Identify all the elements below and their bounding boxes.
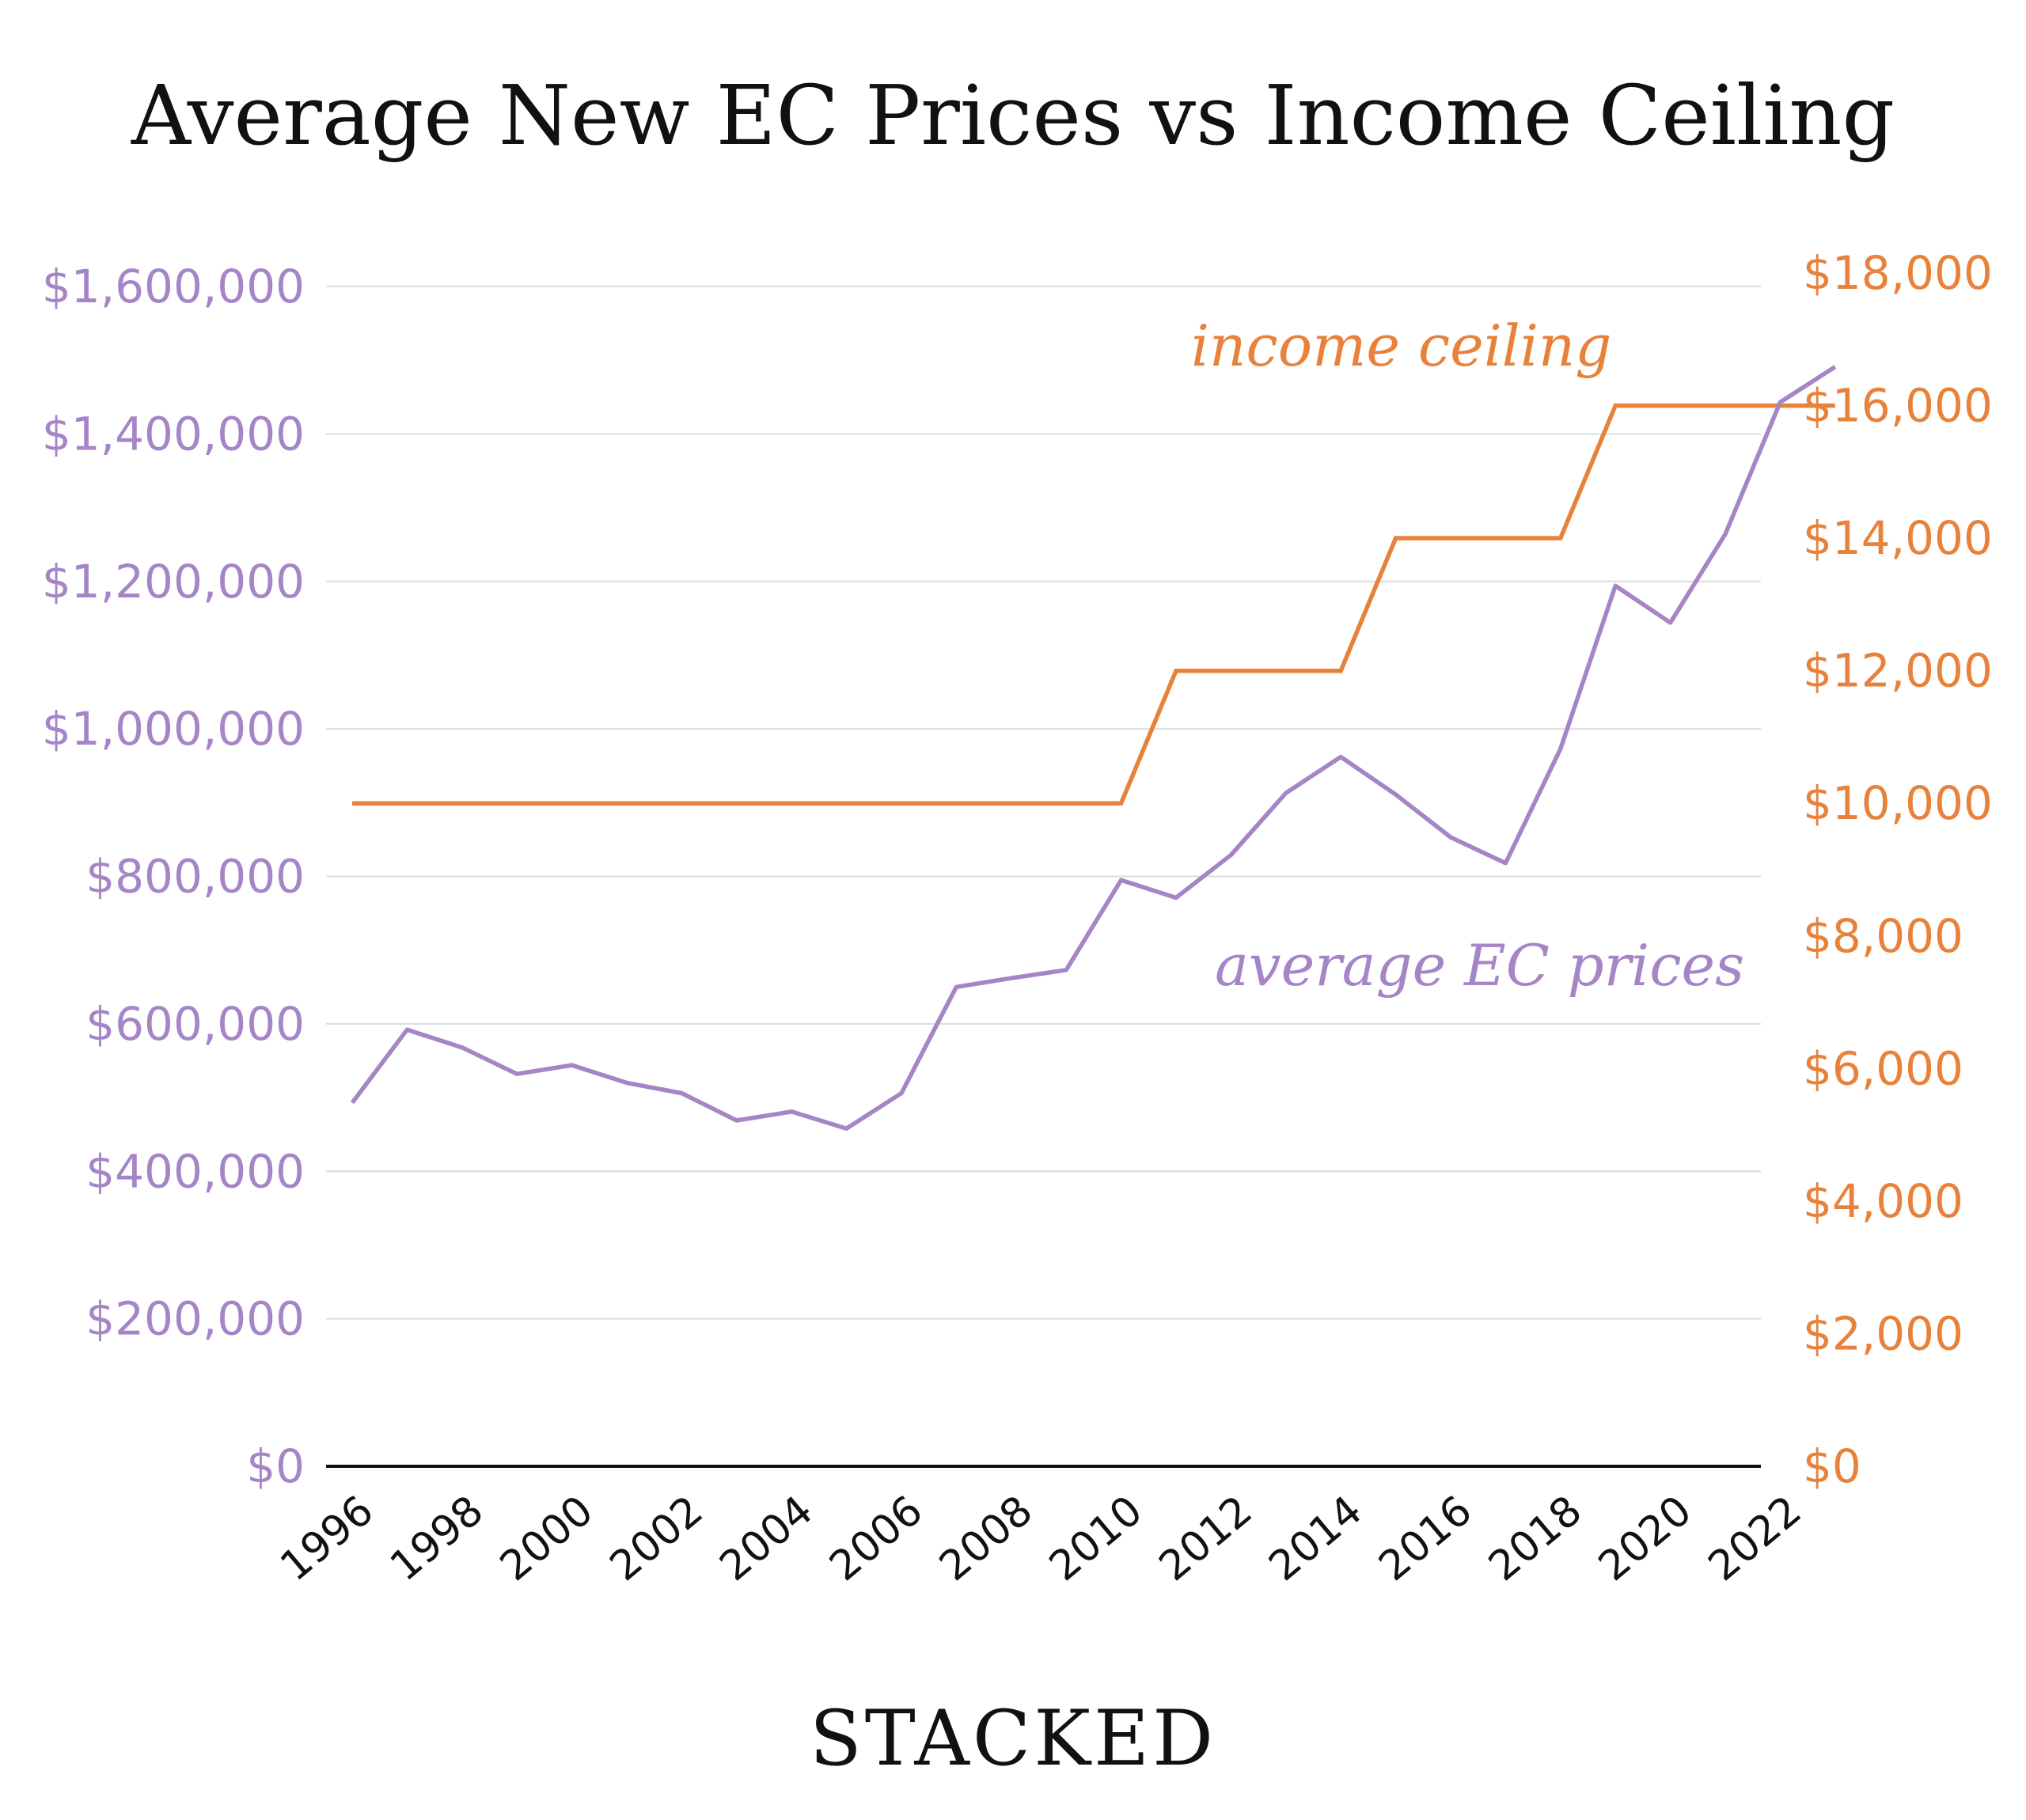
series-average-ec-prices-line [350, 365, 1837, 1131]
left-tick-label: $1,000,000 [42, 702, 305, 756]
chart-title: Average New EC Prices vs Income Ceiling [131, 67, 1895, 164]
x-tick-label: 2004 [711, 1487, 822, 1591]
left-tick-label: $400,000 [85, 1144, 305, 1198]
x-tick-label: 2016 [1370, 1487, 1481, 1591]
left-tick-label: $200,000 [85, 1292, 305, 1346]
x-tick-label: 2000 [491, 1487, 602, 1591]
left-axis-ticks: $0 $200,000 $400,000 $600,000 $800,000 $1,000… [42, 260, 305, 1493]
right-tick-label: $6,000 [1803, 1041, 1963, 1095]
brand-footer: STACKED [810, 1694, 1216, 1783]
x-tick-label: 2002 [601, 1487, 712, 1591]
x-tick-label: 2012 [1151, 1487, 1262, 1591]
right-tick-label: $0 [1803, 1439, 1861, 1493]
left-tick-label: $800,000 [85, 850, 305, 904]
right-tick-label: $4,000 [1803, 1174, 1963, 1228]
x-tick-label: 2008 [931, 1487, 1041, 1591]
x-tick-label: 2010 [1041, 1487, 1151, 1591]
x-tick-label: 2022 [1700, 1487, 1811, 1591]
right-tick-label: $2,000 [1803, 1306, 1963, 1360]
left-tick-label: $1,400,000 [42, 407, 305, 461]
left-tick-label: $1,600,000 [42, 260, 305, 313]
x-tick-label: 1998 [381, 1487, 492, 1591]
right-axis-ticks: $0 $2,000 $4,000 $6,000 $8,000 $10,000 $12,000… [1803, 246, 1993, 1493]
series-income-ceiling-line [352, 403, 1835, 806]
x-tick-label: 2014 [1261, 1487, 1372, 1591]
left-tick-label: $1,200,000 [42, 555, 305, 609]
x-tick-label: 2006 [821, 1487, 931, 1591]
right-tick-label: $8,000 [1803, 909, 1963, 963]
right-tick-label: $18,000 [1803, 246, 1993, 300]
gridlines [326, 286, 1761, 1320]
x-axis-ticks: 1996199820002002200420062008201020122014… [271, 1487, 1810, 1591]
left-tick-label: $600,000 [85, 997, 305, 1051]
x-tick-label: 2020 [1590, 1487, 1701, 1591]
left-tick-label: $0 [246, 1439, 305, 1493]
right-tick-label: $10,000 [1803, 776, 1993, 830]
series-label-average-ec-prices: average EC prices [1215, 932, 1744, 999]
x-tick-label: 2018 [1480, 1487, 1591, 1591]
right-tick-label: $12,000 [1803, 644, 1993, 698]
series-label-income-ceiling: income ceiling [1191, 313, 1611, 379]
x-tick-label: 1996 [271, 1487, 382, 1591]
right-tick-label: $14,000 [1803, 511, 1993, 565]
